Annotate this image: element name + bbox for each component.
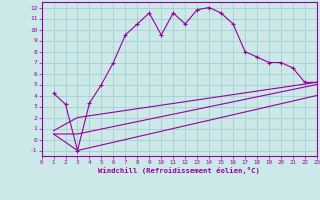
X-axis label: Windchill (Refroidissement éolien,°C): Windchill (Refroidissement éolien,°C) — [98, 167, 260, 174]
